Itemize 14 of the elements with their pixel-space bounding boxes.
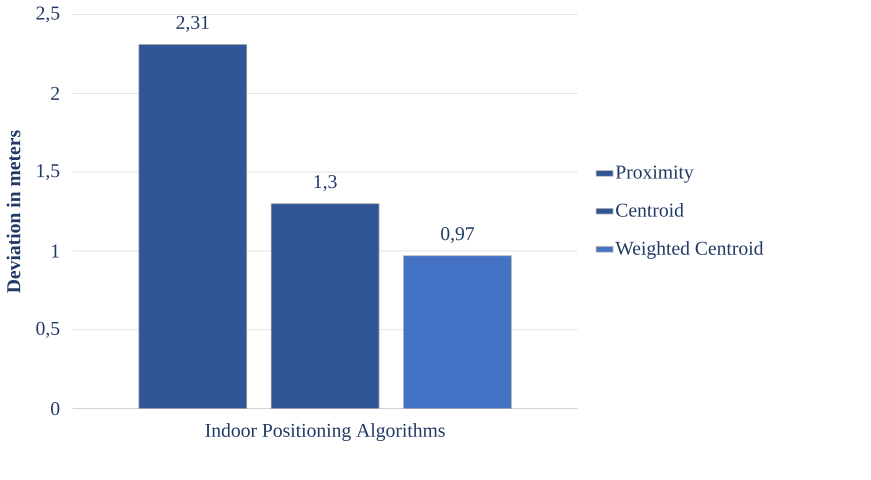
y-tick-label: 1 [52,244,59,258]
legend-label: Centroid [616,203,684,217]
legend-label: Weighted Centroid [615,241,764,260]
data-label: 0,97 [441,227,474,244]
x-tick-label: Indoor Positioning Algorithms [205,423,445,442]
y-tick-label: 0 [51,402,60,416]
y-tick-label: 1,5 [37,164,60,180]
data-label: 1,3 [314,175,337,192]
y-axis-title: Deviation in meters [6,130,20,294]
y-tick-label: 0,5 [36,322,60,338]
y-tick-label: 2,5 [36,6,60,23]
legend-label: Proximity [616,166,694,183]
data-label: 2,31 [176,16,209,32]
y-tick-label: 2 [51,87,59,100]
